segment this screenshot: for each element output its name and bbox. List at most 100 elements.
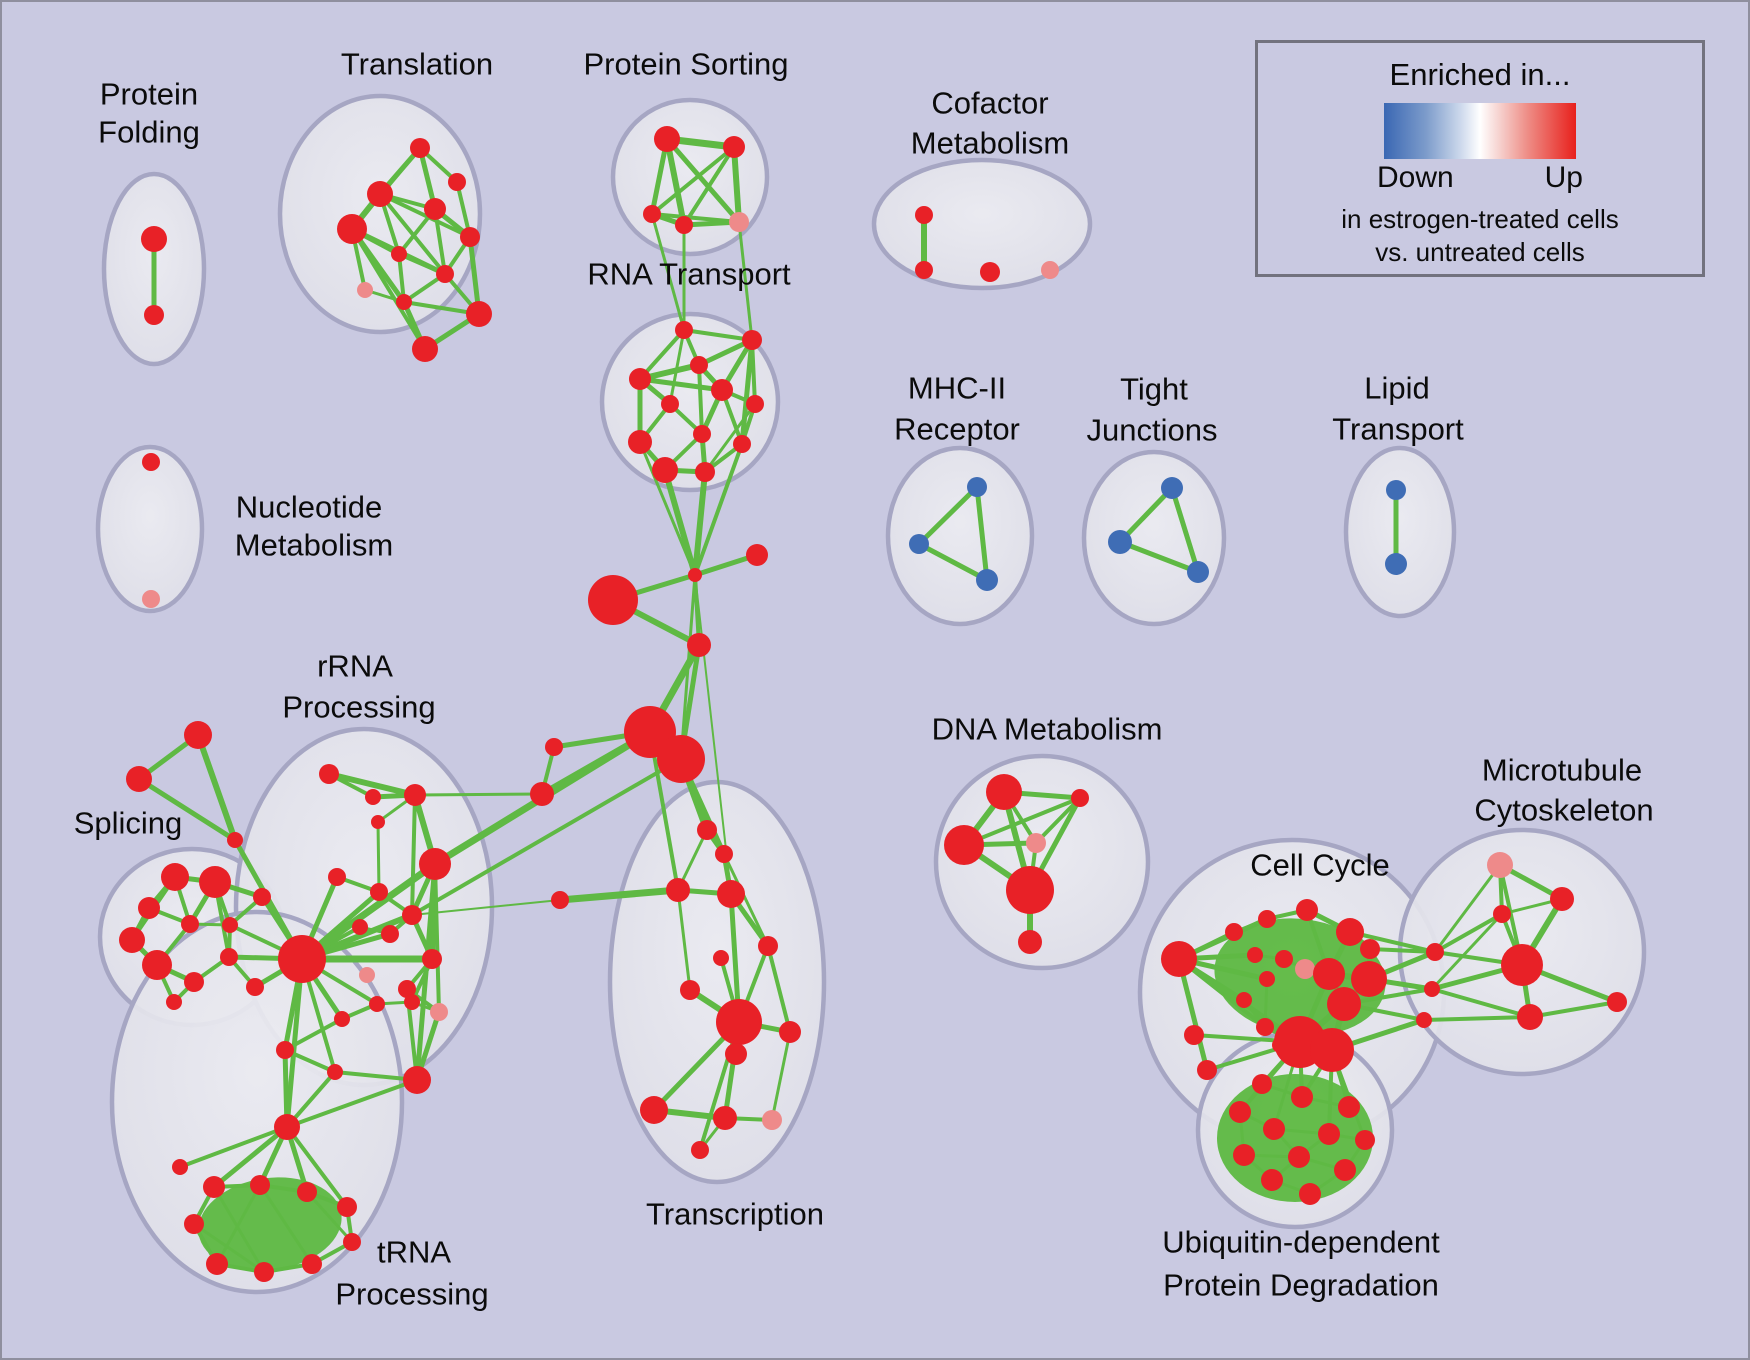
node-tj1[interactable] <box>1161 477 1183 499</box>
node-rt4[interactable] <box>690 356 708 374</box>
node-cc4[interactable] <box>1360 939 1380 959</box>
node-cf4[interactable] <box>1041 261 1059 279</box>
node-tn6[interactable] <box>343 1233 361 1251</box>
node-ccL[interactable] <box>1161 941 1197 977</box>
node-tc5[interactable] <box>551 891 569 909</box>
node-mt4[interactable] <box>1607 992 1627 1012</box>
node-ub5[interactable] <box>1263 1118 1285 1140</box>
node-rr3[interactable] <box>404 784 426 806</box>
node-ps5[interactable] <box>729 212 749 232</box>
node-rr17[interactable] <box>276 1041 294 1059</box>
node-pf2[interactable] <box>144 305 164 325</box>
node-tc11[interactable] <box>640 1096 668 1124</box>
node-tn3[interactable] <box>297 1182 317 1202</box>
node-rr6[interactable] <box>370 883 388 901</box>
node-ub6[interactable] <box>1318 1123 1340 1145</box>
node-t8[interactable] <box>357 282 373 298</box>
node-tc8[interactable] <box>680 980 700 1000</box>
node-cc2[interactable] <box>1296 899 1318 921</box>
node-st2[interactable] <box>126 766 152 792</box>
node-tn9[interactable] <box>302 1254 322 1274</box>
node-rr4[interactable] <box>371 815 385 829</box>
node-cc1[interactable] <box>1258 910 1276 928</box>
node-ccp[interactable] <box>1295 959 1315 979</box>
node-sp12[interactable] <box>246 978 264 996</box>
node-mtb[interactable] <box>1501 944 1543 986</box>
node-cc5[interactable] <box>1247 947 1263 963</box>
node-br2[interactable] <box>1424 981 1440 997</box>
node-ps1[interactable] <box>654 126 680 152</box>
node-t9[interactable] <box>396 294 412 310</box>
node-sp6[interactable] <box>222 917 238 933</box>
node-lp1[interactable] <box>1386 480 1406 500</box>
node-rt10[interactable] <box>652 457 678 483</box>
node-tc3[interactable] <box>666 878 690 902</box>
node-rr8[interactable] <box>381 925 399 943</box>
node-pf1[interactable] <box>141 226 167 252</box>
node-dm5[interactable] <box>1006 866 1054 914</box>
node-rr11[interactable] <box>398 980 416 998</box>
node-rr10[interactable] <box>422 949 442 969</box>
node-tl[interactable] <box>172 1159 188 1175</box>
node-cc8[interactable] <box>1351 961 1387 997</box>
node-mh3[interactable] <box>976 569 998 591</box>
node-l1[interactable] <box>545 738 563 756</box>
node-s1[interactable] <box>746 544 768 566</box>
node-tn1[interactable] <box>203 1176 225 1198</box>
node-br1[interactable] <box>1426 943 1444 961</box>
node-st1[interactable] <box>184 721 212 749</box>
node-sp11[interactable] <box>166 994 182 1010</box>
node-nm2[interactable] <box>142 590 160 608</box>
node-tc12[interactable] <box>713 1106 737 1130</box>
node-t6[interactable] <box>391 246 407 262</box>
node-rr15[interactable] <box>369 996 385 1012</box>
node-t11[interactable] <box>412 336 438 362</box>
node-t7[interactable] <box>436 265 454 283</box>
node-sp5[interactable] <box>181 915 199 933</box>
node-rr18[interactable] <box>327 1064 343 1080</box>
node-ub2[interactable] <box>1291 1086 1313 1108</box>
node-t1[interactable] <box>410 138 430 158</box>
node-tn2[interactable] <box>250 1175 270 1195</box>
node-ub7[interactable] <box>1355 1130 1375 1150</box>
node-ub12[interactable] <box>1299 1183 1321 1205</box>
node-tc4[interactable] <box>717 880 745 908</box>
node-ub9[interactable] <box>1288 1146 1310 1168</box>
node-cc15[interactable] <box>1225 923 1243 941</box>
node-rt3[interactable] <box>629 368 651 390</box>
node-tc2[interactable] <box>715 845 733 863</box>
node-rr7[interactable] <box>402 905 422 925</box>
node-rt7[interactable] <box>661 395 679 413</box>
node-sp7[interactable] <box>142 950 172 980</box>
node-sp10[interactable] <box>253 888 271 906</box>
node-t3[interactable] <box>424 198 446 220</box>
node-mtp[interactable] <box>1487 852 1513 878</box>
node-dm3[interactable] <box>944 825 984 865</box>
node-rt5[interactable] <box>711 379 733 401</box>
node-ub4[interactable] <box>1229 1101 1251 1123</box>
node-rr16[interactable] <box>334 1011 350 1027</box>
node-dm6[interactable] <box>1018 930 1042 954</box>
node-tj3[interactable] <box>1187 561 1209 583</box>
node-cc10[interactable] <box>1259 971 1275 987</box>
node-tn5[interactable] <box>184 1214 204 1234</box>
node-ub3[interactable] <box>1338 1096 1360 1118</box>
node-rrh[interactable] <box>278 935 326 983</box>
node-mh1[interactable] <box>967 477 987 497</box>
node-rr9[interactable] <box>352 919 368 935</box>
node-tc10[interactable] <box>725 1043 747 1065</box>
node-ps4[interactable] <box>675 216 693 234</box>
node-rt8[interactable] <box>693 425 711 443</box>
node-cc6[interactable] <box>1275 950 1293 968</box>
node-t2[interactable] <box>367 181 393 207</box>
node-sp4[interactable] <box>119 927 145 953</box>
node-br3[interactable] <box>1416 1012 1432 1028</box>
node-rrb[interactable] <box>419 848 451 880</box>
node-tc7[interactable] <box>713 950 729 966</box>
node-mt2[interactable] <box>1493 905 1511 923</box>
node-tch[interactable] <box>716 999 762 1045</box>
node-cf3[interactable] <box>980 262 1000 282</box>
node-ccB2[interactable] <box>1310 1028 1354 1072</box>
node-l2[interactable] <box>530 782 554 806</box>
node-tj2[interactable] <box>1108 530 1132 554</box>
